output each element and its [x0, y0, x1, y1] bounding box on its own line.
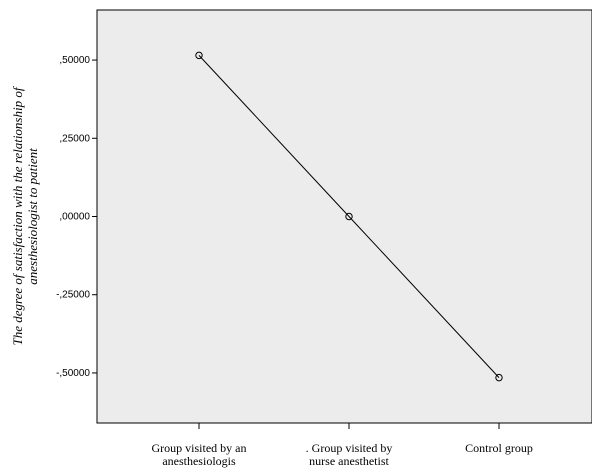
x-axis: Group visited by an anesthesiologis . Grou…: [152, 423, 533, 468]
data-point: [195, 51, 203, 60]
y-axis-label-group: The degree of satisfaction with the rela…: [10, 85, 40, 345]
x-tick-label: . Group visited by nurse anesthetist: [306, 441, 393, 468]
x-tick-label: Group visited by an anesthesiologis: [152, 441, 247, 468]
data-point: [345, 212, 353, 221]
series-line: [198, 55, 500, 378]
y-tick-label: -,50000: [56, 368, 90, 379]
y-tick-label: -,25000: [56, 290, 90, 301]
y-tick-label: ,50000: [59, 55, 90, 66]
plot-area: [96, 9, 592, 424]
series-layer: [195, 51, 503, 382]
y-axis-label: The degree of satisfaction with the rela…: [10, 85, 40, 345]
data-point: [495, 373, 503, 382]
y-tick-label: ,25000: [59, 133, 90, 144]
y-tick-label: ,00000: [59, 212, 90, 223]
x-tick-label: Control group: [465, 441, 533, 455]
y-axis: ,50000 ,25000 ,00000 -,25000 -,50000: [56, 55, 97, 379]
